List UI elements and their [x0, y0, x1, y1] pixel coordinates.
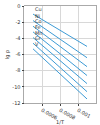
- svg-text:-8: -8: [16, 67, 21, 73]
- svg-text:-2: -2: [16, 19, 21, 25]
- svg-text:lg p: lg p: [4, 50, 11, 59]
- svg-text:0: 0: [17, 3, 20, 9]
- svg-text:Cr: Cr: [35, 35, 41, 41]
- svg-text:0.001: 0.001: [76, 107, 91, 119]
- svg-text:Co: Co: [35, 18, 42, 24]
- svg-text:-6: -6: [16, 51, 21, 57]
- svg-text:Mn: Mn: [35, 30, 42, 36]
- svg-text:0.0008: 0.0008: [58, 107, 76, 121]
- svg-text:0.0006: 0.0006: [40, 107, 58, 121]
- svg-text:-10: -10: [12, 84, 20, 90]
- svg-text:Fe: Fe: [35, 24, 41, 30]
- svg-text:-12: -12: [12, 100, 20, 106]
- svg-text:Cu: Cu: [35, 6, 42, 12]
- svg-text:-4: -4: [16, 35, 21, 41]
- svg-text:Ni: Ni: [35, 13, 40, 19]
- svg-text:1/T: 1/T: [56, 119, 65, 125]
- svg-text:V: V: [35, 41, 39, 47]
